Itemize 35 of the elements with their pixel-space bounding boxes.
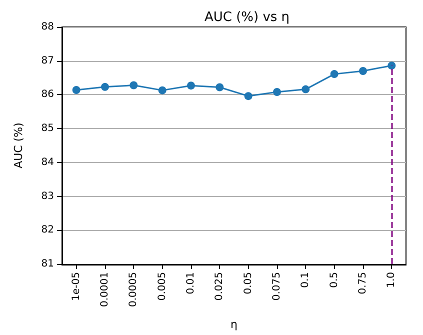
- x-tick-label: 0.075: [272, 272, 282, 301]
- x-tick-label: 0.01: [186, 272, 196, 294]
- x-tick-label: 0.05: [242, 272, 254, 294]
- point: [101, 82, 109, 91]
- point: [273, 88, 281, 96]
- point: [330, 70, 338, 78]
- y-tick-label: 83: [41, 190, 54, 202]
- point: [216, 83, 224, 92]
- y-tick-label: 85: [41, 123, 54, 134]
- point: [302, 85, 310, 94]
- point: [130, 81, 138, 90]
- x-tick-label: 0.75: [358, 272, 368, 294]
- y-tick-label: 88: [41, 22, 54, 32]
- x-tick-label: 0.005: [156, 272, 168, 301]
- y-tick-label: 81: [41, 258, 54, 270]
- point: [158, 86, 166, 94]
- point: [72, 86, 80, 94]
- y-axis-title: AUC (%): [12, 122, 25, 168]
- point: [244, 92, 252, 100]
- x-tick-label: 0.0005: [128, 272, 140, 307]
- point: [187, 82, 195, 90]
- y-tick-label: 87: [41, 55, 54, 66]
- x-tick-label: 1.0: [386, 272, 398, 288]
- point: [359, 67, 367, 76]
- x-tick-label: 1e-05: [70, 272, 82, 301]
- y-tick-label: 82: [41, 224, 54, 236]
- x-tick-label: 0.025: [214, 272, 226, 301]
- x-tick-label: 0.5: [328, 272, 340, 288]
- chart-title: AUC (%) vs η: [204, 10, 290, 25]
- x-tick-label: 0.1: [300, 272, 312, 288]
- y-tick-label: 84: [41, 156, 54, 168]
- point: [388, 62, 396, 70]
- x-axis-title: η: [230, 318, 238, 331]
- x-tick-label: 0.0001: [100, 272, 110, 307]
- y-tick-label: 86: [41, 89, 54, 100]
